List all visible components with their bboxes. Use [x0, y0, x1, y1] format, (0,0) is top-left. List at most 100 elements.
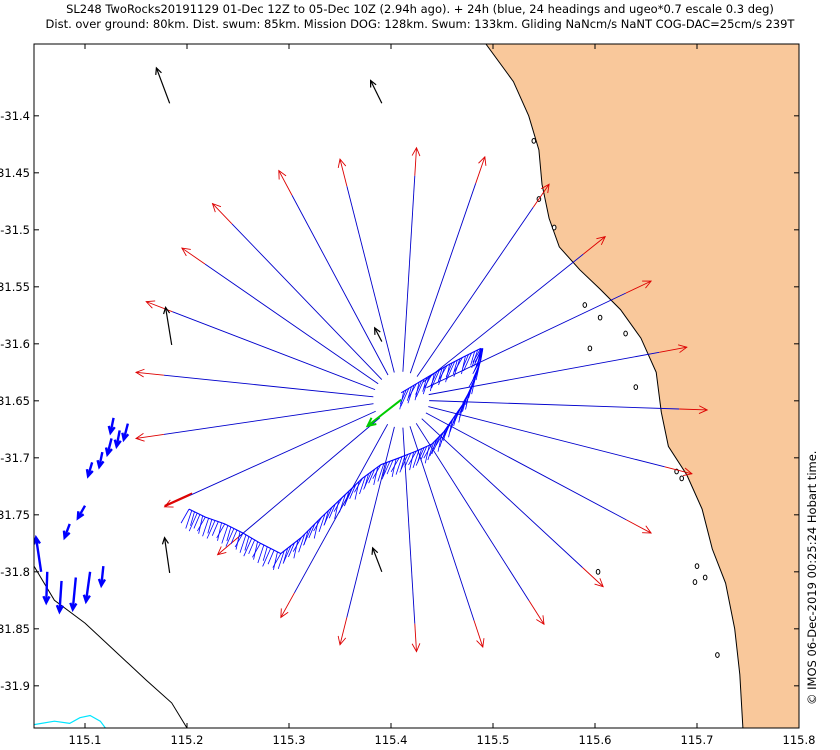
heading-arrow-5-head: [678, 344, 688, 353]
heading-line-18: [163, 374, 374, 398]
track-tick-47: [334, 500, 340, 520]
track-tick-31: [277, 550, 285, 570]
track-tick-24: [252, 543, 261, 558]
heading-arrow-15-head: [216, 546, 227, 556]
y-tick-label-10: -31.9: [0, 679, 30, 693]
track-tick-60: [372, 464, 382, 479]
forecast-arrow-12: [121, 423, 130, 443]
heading-line-13: [346, 426, 395, 618]
track-tick-65: [391, 458, 397, 478]
track-tick-58: [368, 469, 376, 484]
current-arrow-3: [374, 326, 383, 342]
track-tick-132: [454, 357, 463, 372]
track-tick-46: [328, 504, 336, 519]
island-9: [679, 475, 685, 482]
dac-arrow-shaft: [366, 398, 402, 427]
track-tick-20: [244, 536, 250, 551]
heading-arrow-22-head: [278, 169, 287, 180]
forecast-arrow-8: [85, 462, 94, 479]
heading-arrow-15-shaft: [217, 536, 240, 556]
track-tick-76: [420, 446, 428, 461]
heading-arrow-20-shaft: [181, 247, 206, 265]
heading-arrow-20: [181, 247, 206, 265]
forecast-arrow-10: [104, 438, 113, 458]
track-tick-77: [424, 445, 430, 464]
y-tick-label-3: -31.55: [0, 280, 30, 294]
forecast-arrow-5-shaft: [100, 565, 105, 586]
track-tick-22: [248, 539, 256, 555]
track-tick-30: [272, 553, 282, 568]
y-tick-label-4: -31.6: [0, 337, 30, 351]
track-tick-57: [363, 471, 372, 490]
forecast-arrow-9: [96, 451, 105, 470]
track-tick-75: [415, 447, 425, 466]
track-tick-6: [197, 516, 206, 532]
forecast-arrow-2-head: [55, 604, 64, 615]
heading-arrow-23-shaft: [339, 159, 348, 187]
heading-arrow-19-shaft: [146, 301, 173, 313]
track-tick-23: [253, 541, 258, 560]
y-tick-label-9: -31.85: [0, 622, 30, 636]
track-tick-72: [408, 450, 417, 466]
forecast-arrow-4-head: [82, 594, 91, 605]
heading-arrow-9: [582, 567, 604, 588]
southwest-coastline: [34, 564, 188, 728]
track-tick-79: [427, 441, 435, 461]
track-tick-1: [185, 510, 193, 529]
track-tick-70: [404, 453, 412, 468]
forecast-arrow-3-head: [69, 602, 78, 613]
track-tick-55: [359, 475, 366, 495]
heading-arrow-8-shaft: [626, 519, 652, 534]
current-arrow-2-head: [163, 305, 171, 315]
chart-title-line-1: SL248 TwoRocks20191129 01-Dec 12Z to 05-…: [66, 2, 774, 16]
heading-line-10: [415, 423, 530, 601]
chart-title-line-2: Dist. over ground: 80km. Dist. swum: 85k…: [45, 17, 795, 31]
heading-arrow-22-shaft: [278, 170, 293, 196]
track-tick-155: [399, 391, 405, 410]
forecast-arrow-13: [107, 417, 116, 436]
track-tick-49: [339, 494, 346, 513]
heading-arrow-17-head: [134, 433, 145, 442]
heading-line-7: [428, 406, 665, 468]
plot-area: [34, 44, 799, 728]
track-tick-139: [438, 366, 445, 386]
track-tick-134: [452, 360, 458, 375]
heading-arrow-7: [664, 466, 693, 477]
heading-line-17: [163, 403, 374, 435]
forecast-arrow-6-head: [62, 530, 71, 541]
track-start-segment: [164, 492, 193, 507]
track-tick-7: [202, 518, 209, 537]
forecast-arrow-2: [55, 580, 64, 615]
track-tick-87: [440, 424, 450, 443]
track-tick-39: [303, 527, 312, 546]
heading-arrow-4: [625, 280, 653, 294]
heading-arrow-13: [337, 617, 348, 646]
island-12: [692, 579, 698, 585]
track-tick-147: [415, 378, 425, 398]
heading-arrow-14-shaft: [280, 592, 295, 618]
track-tick-73: [412, 449, 420, 468]
track-tick-133: [453, 358, 461, 377]
heading-line-21: [231, 223, 383, 380]
track-tick-16: [230, 529, 238, 545]
heading-arrow-1-head: [478, 155, 487, 166]
heading-arrow-21-head: [211, 202, 222, 213]
track-tick-10: [211, 521, 219, 536]
heading-arrow-21-shaft: [212, 203, 233, 225]
forecast-arrow-4: [82, 571, 92, 605]
track-tick-96: [456, 401, 465, 417]
forecast-arrow-11-head: [113, 439, 122, 450]
heading-arrow-14-head: [280, 608, 289, 619]
heading-arrow-22: [278, 169, 293, 196]
track-tick-15: [225, 528, 235, 547]
forecast-arrow-7: [76, 505, 87, 521]
track-tick-61: [377, 463, 385, 482]
track-tick-29: [273, 551, 278, 570]
track-tick-40: [308, 523, 316, 539]
y-tick-label-1: -31.45: [0, 166, 30, 180]
track-tick-149: [414, 382, 420, 401]
forecast-arrow-10-head: [104, 447, 113, 458]
heading-arrow-6-shaft: [679, 408, 708, 411]
island-13: [595, 568, 601, 575]
x-tick-label-2: 115.3: [273, 733, 306, 747]
